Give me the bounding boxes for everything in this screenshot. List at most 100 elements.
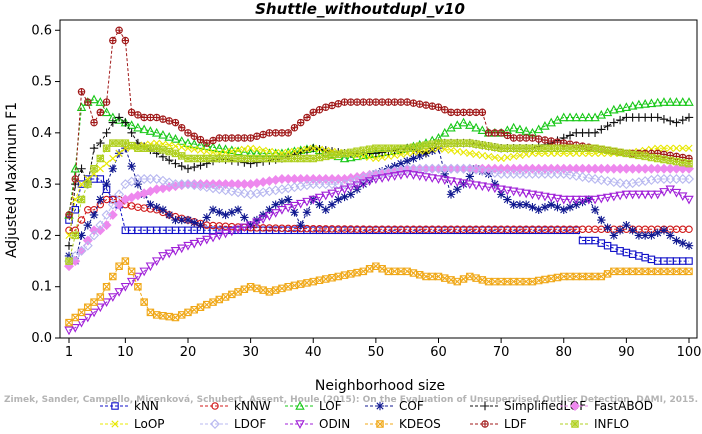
data-point-loop	[247, 144, 255, 152]
data-point-ldf	[365, 98, 374, 106]
data-point-ldf	[259, 130, 267, 139]
x-tick-label: 40	[305, 345, 322, 360]
data-point-loop	[265, 147, 273, 155]
series-line-loop	[68, 142, 689, 236]
data-point-inflo	[378, 144, 386, 152]
data-point-lof	[565, 112, 575, 122]
data-point-inflo	[447, 139, 455, 147]
data-point-odin	[521, 189, 531, 199]
data-point-knnw	[685, 225, 693, 234]
data-point-cof	[96, 195, 105, 204]
data-point-odin	[552, 194, 563, 204]
data-point-inflo	[509, 144, 518, 152]
data-point-odin	[408, 171, 419, 180]
data-point-cof	[553, 203, 562, 212]
data-point-odin	[108, 293, 118, 302]
data-point-odin	[383, 173, 394, 182]
legend-label: COF	[399, 399, 424, 413]
data-point-simplifiedlof	[684, 113, 694, 122]
data-point-odin	[634, 190, 644, 200]
data-point-odin	[490, 184, 500, 194]
data-point-knn	[71, 206, 80, 214]
data-point-lof	[609, 104, 619, 114]
data-point-odin	[76, 318, 87, 328]
data-point-inflo	[284, 154, 292, 163]
data-point-odin	[590, 195, 600, 205]
legend-item-ldof: LDOF	[200, 417, 266, 431]
data-point-loop	[272, 148, 280, 156]
y-tick-label: 0.4	[31, 126, 52, 141]
data-point-ldf	[109, 36, 117, 45]
data-point-simplifiedlof	[183, 164, 193, 173]
data-point-cof	[327, 200, 337, 209]
data-point-inflo	[585, 144, 593, 152]
data-point-inflo	[597, 145, 606, 154]
data-point-inflo	[121, 139, 130, 147]
data-point-lof	[627, 100, 638, 110]
x-tick-label: 1	[65, 345, 73, 360]
data-point-cof	[534, 205, 543, 214]
data-point-lof	[133, 122, 143, 132]
data-point-lof	[678, 97, 688, 106]
x-tick-label: 80	[555, 345, 572, 360]
data-point-odin	[471, 181, 481, 191]
data-point-ldf	[65, 211, 73, 219]
data-point-cof	[465, 172, 475, 181]
data-point-odin	[70, 323, 80, 333]
data-point-inflo	[372, 144, 380, 152]
data-point-loop	[384, 152, 392, 161]
data-point-odin	[120, 282, 131, 292]
series-kdeos	[65, 257, 693, 327]
data-point-cof	[146, 200, 155, 209]
data-point-inflo	[303, 154, 311, 163]
data-point-odin	[195, 237, 206, 247]
data-point-inflo	[127, 141, 136, 150]
data-point-inflo	[65, 257, 73, 265]
data-point-kdeos	[234, 288, 242, 296]
data-point-cof	[409, 154, 418, 163]
data-point-loop	[503, 153, 511, 162]
data-point-kdeos	[90, 298, 98, 306]
data-point-kdeos	[115, 262, 123, 270]
data-point-loop	[372, 154, 380, 163]
data-point-cof	[597, 215, 606, 225]
data-point-ldf	[547, 137, 555, 145]
data-point-lof	[339, 153, 350, 163]
data-point-odin	[346, 183, 356, 193]
data-point-ldof	[189, 180, 200, 191]
data-point-inflo	[666, 156, 674, 165]
data-point-ldf	[334, 100, 343, 108]
data-point-ldf	[497, 129, 505, 137]
data-point-inflo	[77, 195, 86, 204]
data-point-simplifiedlof	[615, 115, 625, 125]
legend-item-ldf: LDF	[470, 417, 527, 431]
data-point-lof	[584, 112, 594, 122]
data-point-lof	[89, 94, 99, 104]
data-point-inflo	[134, 144, 142, 152]
data-point-odin	[227, 227, 237, 237]
data-point-odin	[609, 192, 619, 202]
data-point-inflo	[653, 154, 662, 163]
data-point-ldf	[196, 136, 205, 144]
data-point-kdeos	[459, 275, 468, 283]
data-point-ldf	[271, 129, 280, 137]
data-point-cof	[202, 213, 211, 222]
data-point-loop	[209, 148, 217, 156]
data-point-simplifiedlof	[302, 146, 312, 155]
data-point-kdeos	[415, 270, 424, 279]
data-point-lof	[95, 97, 106, 106]
data-point-kdeos	[635, 267, 643, 276]
legend-label: LOF	[319, 399, 342, 413]
data-point-odin	[621, 190, 632, 200]
data-point-odin	[496, 185, 506, 195]
data-point-kdeos	[384, 267, 393, 276]
x-tick-label: 100	[677, 345, 702, 360]
data-point-kdeos	[516, 277, 524, 286]
data-point-ldf	[528, 134, 537, 142]
data-point-simplifiedlof	[659, 114, 669, 124]
y-tick-label: 0.0	[31, 331, 52, 346]
data-point-ldf	[459, 108, 468, 116]
data-point-inflo	[503, 144, 512, 152]
data-point-loop	[190, 145, 198, 153]
y-tick-label: 0.1	[31, 280, 52, 295]
